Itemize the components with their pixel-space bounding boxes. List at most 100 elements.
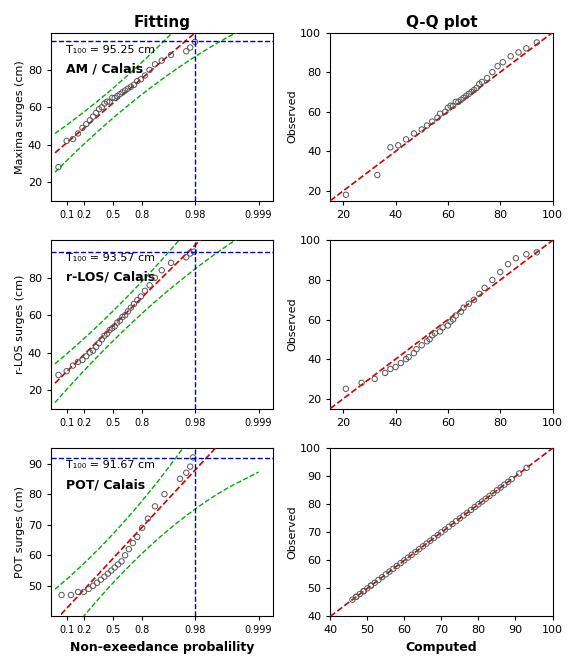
Point: [443, 102, 453, 113]
Point: [477, 77, 487, 88]
Point: [150, 501, 160, 512]
Point: [62, 136, 71, 147]
Point: [120, 310, 129, 320]
Point: [110, 92, 119, 103]
Point: [42, 593, 51, 603]
Point: [110, 321, 119, 332]
Point: [123, 83, 132, 94]
Point: [341, 189, 350, 200]
Point: [425, 535, 435, 546]
Point: [377, 572, 387, 583]
Point: [68, 134, 77, 145]
Point: [81, 351, 91, 362]
Point: [438, 322, 447, 332]
Point: [437, 527, 446, 538]
Point: [133, 295, 142, 306]
Text: r-LOS/ Calais: r-LOS/ Calais: [66, 271, 155, 284]
Point: [366, 580, 376, 591]
Point: [181, 252, 191, 262]
Point: [394, 140, 403, 151]
Point: [85, 115, 94, 126]
Point: [108, 92, 117, 103]
Point: [462, 507, 472, 518]
Point: [97, 575, 106, 585]
Point: [113, 559, 123, 570]
Point: [457, 94, 466, 105]
Point: [42, 375, 51, 386]
Point: [464, 298, 473, 309]
Point: [157, 56, 166, 66]
Point: [433, 530, 442, 541]
Point: [355, 589, 365, 599]
Title: Q-Q plot: Q-Q plot: [406, 15, 477, 30]
Point: [190, 37, 199, 47]
Point: [348, 594, 357, 605]
Point: [370, 577, 379, 588]
Point: [84, 583, 93, 594]
Point: [351, 591, 361, 602]
Point: [370, 373, 379, 384]
Point: [186, 248, 195, 259]
Point: [475, 79, 484, 90]
Point: [81, 119, 91, 130]
Point: [485, 490, 494, 501]
Text: T₁₀₀ = 95.25 cm: T₁₀₀ = 95.25 cm: [66, 45, 155, 55]
Point: [113, 91, 122, 102]
Point: [483, 73, 492, 84]
Point: [402, 354, 411, 365]
Point: [532, 37, 542, 47]
Point: [78, 122, 87, 133]
Point: [477, 496, 487, 507]
Point: [514, 468, 524, 479]
Point: [120, 550, 129, 561]
Point: [91, 342, 101, 353]
Point: [102, 328, 112, 339]
Point: [359, 586, 368, 597]
Point: [459, 302, 468, 313]
X-axis label: Computed: Computed: [406, 641, 477, 654]
Point: [133, 532, 142, 543]
Point: [481, 493, 491, 504]
Point: [66, 589, 76, 600]
Point: [407, 549, 416, 560]
Point: [118, 312, 127, 322]
Point: [107, 565, 116, 576]
Point: [411, 547, 420, 557]
Point: [166, 258, 176, 268]
Point: [470, 502, 479, 512]
Point: [88, 111, 98, 122]
Point: [181, 46, 191, 57]
Point: [422, 538, 431, 549]
Point: [110, 562, 119, 573]
Point: [140, 286, 150, 296]
Point: [105, 96, 114, 107]
Point: [532, 247, 542, 258]
Point: [117, 556, 126, 567]
Point: [188, 452, 198, 463]
Point: [128, 538, 138, 549]
Y-axis label: r-LOS surges (cm): r-LOS surges (cm): [15, 275, 25, 374]
Point: [150, 272, 160, 283]
Point: [351, 591, 361, 602]
Point: [428, 330, 437, 341]
Point: [136, 74, 146, 84]
Point: [166, 50, 176, 60]
X-axis label: Non-exeedance probalility: Non-exeedance probalility: [70, 641, 254, 654]
Y-axis label: POT surges (cm): POT surges (cm): [15, 486, 25, 578]
Point: [140, 70, 150, 81]
Point: [94, 104, 103, 114]
Point: [123, 306, 132, 316]
Point: [506, 51, 515, 62]
Point: [417, 340, 427, 351]
Point: [492, 485, 502, 496]
Point: [522, 43, 531, 54]
Point: [493, 61, 502, 72]
Point: [386, 142, 395, 153]
Point: [85, 347, 94, 358]
Point: [160, 489, 169, 500]
Point: [409, 348, 418, 359]
Point: [446, 316, 455, 327]
Point: [503, 476, 513, 487]
Point: [512, 253, 521, 264]
Point: [54, 162, 63, 173]
